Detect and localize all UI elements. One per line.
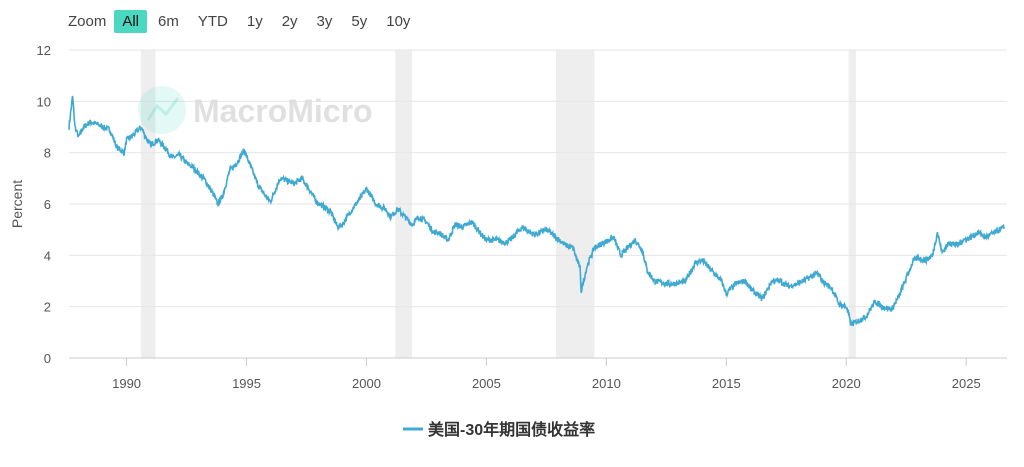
- zoom-button-ytd[interactable]: YTD: [197, 12, 228, 30]
- x-tick-label-2005: 2005: [472, 376, 501, 391]
- x-tick-label-2025: 2025: [952, 376, 981, 391]
- zoom-button-6m[interactable]: 6m: [158, 12, 179, 30]
- x-tick-label-2000: 2000: [352, 376, 381, 391]
- y-tick-label-12: 12: [37, 43, 51, 58]
- x-tick-label-1995: 1995: [232, 376, 261, 391]
- zoom-button-all[interactable]: All: [114, 9, 148, 33]
- x-tick-label-2020: 2020: [832, 376, 861, 391]
- zoom-button-5y[interactable]: 5y: [351, 12, 368, 30]
- y-tick-label-2: 2: [44, 300, 51, 315]
- legend-label: 美国-30年期国债收益率: [428, 420, 595, 439]
- zoom-toolbar: Zoom All 6m YTD 1y 2y 3y 5y 10y: [68, 8, 421, 34]
- y-tick-label-8: 8: [44, 146, 51, 161]
- x-tick-label-2010: 2010: [592, 376, 621, 391]
- y-axis-label: Percent: [9, 180, 25, 228]
- zoom-button-3y[interactable]: 3y: [316, 12, 333, 30]
- x-tick-label-1990: 1990: [112, 376, 141, 391]
- y-tick-label-4: 4: [44, 248, 51, 263]
- legend[interactable]: 美国-30年期国债收益率: [403, 420, 595, 439]
- zoom-button-1y[interactable]: 1y: [246, 12, 263, 30]
- zoom-button-10y[interactable]: 10y: [386, 12, 411, 30]
- macromicro-logo-icon: [138, 86, 186, 134]
- zoom-label: Zoom: [68, 12, 107, 30]
- y-tick-label-10: 10: [37, 94, 51, 109]
- y-tick-label-6: 6: [44, 197, 51, 212]
- y-tick-label-0: 0: [44, 351, 51, 366]
- x-tick-label-2015: 2015: [712, 376, 741, 391]
- watermark-text: MacroMicro: [193, 93, 373, 129]
- watermark: MacroMicro: [138, 86, 373, 134]
- series-line-30y-yield: [68, 95, 1006, 327]
- zoom-button-2y[interactable]: 2y: [281, 12, 298, 30]
